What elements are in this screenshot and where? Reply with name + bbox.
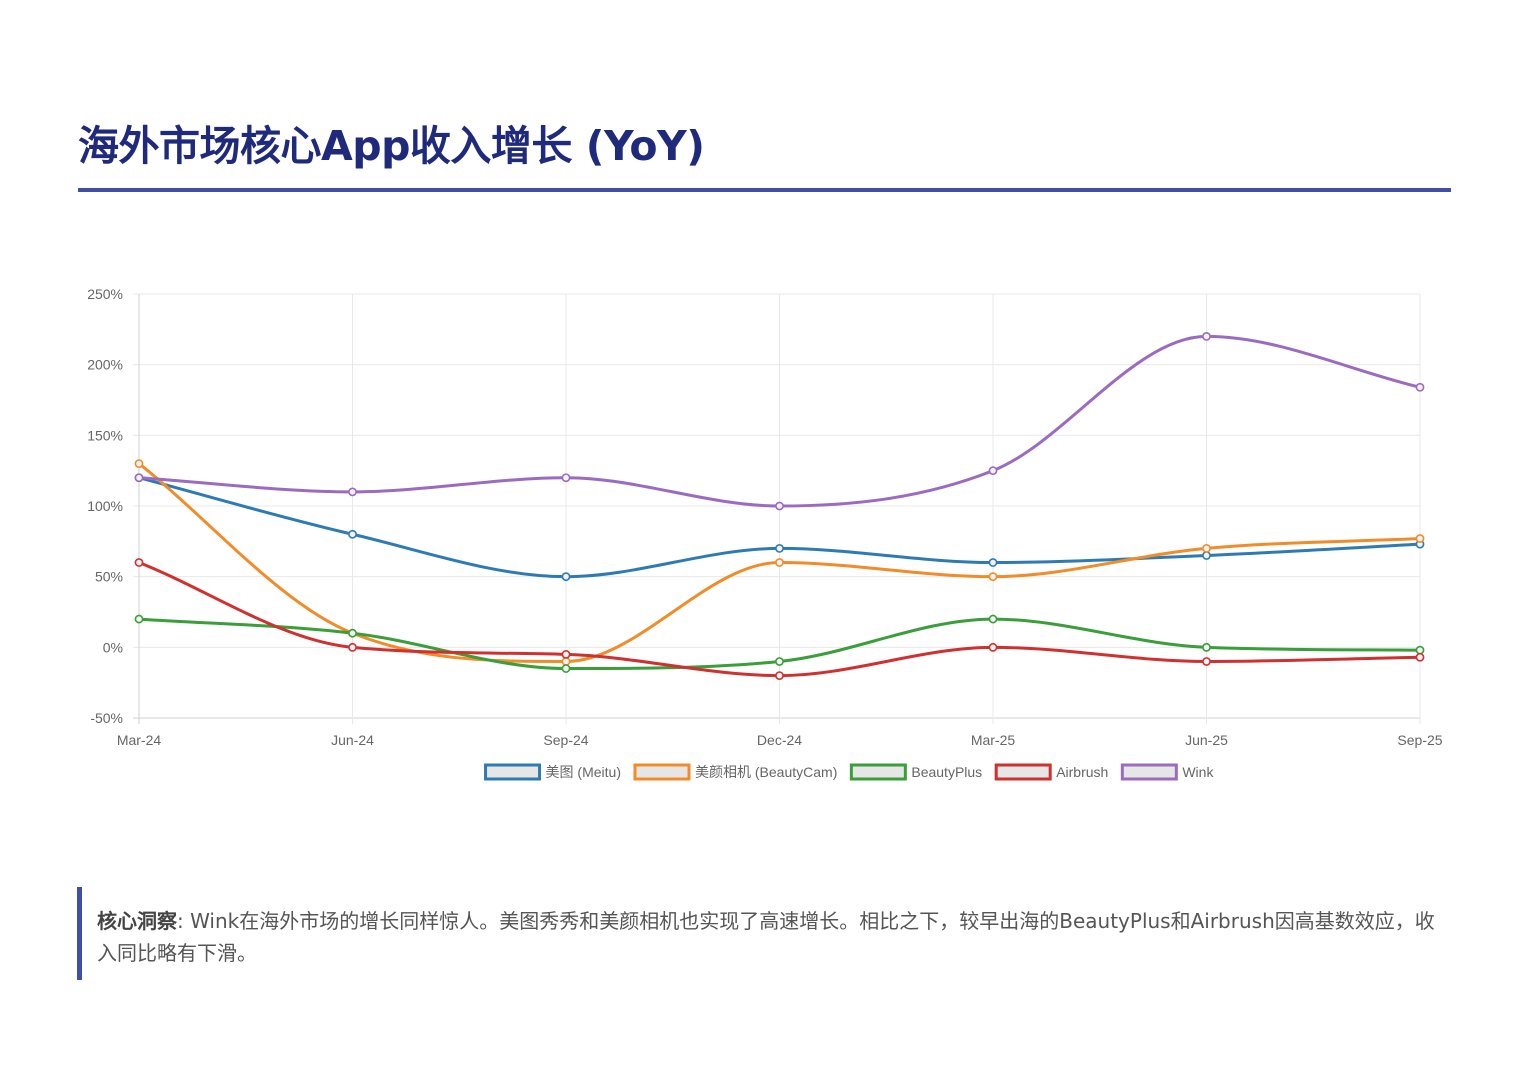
line-chart: 250% 200% 150% 100% 50% 0% -50% Mar-24 Jun-24 Sep… (87, 286, 1443, 781)
data-point (1202, 657, 1211, 666)
series-group (134, 614, 1425, 673)
data-point (988, 572, 998, 582)
y-tick-label: 250% (87, 286, 123, 302)
legend-item: BeautyPlus (849, 763, 982, 781)
series-group (134, 558, 1425, 680)
data-point (775, 501, 784, 511)
y-tick-label: 0% (103, 639, 123, 655)
data-point (1202, 642, 1211, 652)
y-tick-label: 200% (87, 357, 123, 373)
data-point (1202, 551, 1211, 560)
legend-swatch (849, 763, 907, 781)
data-point (561, 657, 571, 666)
legend-item: Wink (1120, 763, 1214, 781)
legend-label: BeautyPlus (911, 764, 982, 780)
insight-label: 核心洞察 (97, 909, 177, 933)
data-point (1415, 534, 1425, 543)
x-tick-label: Dec-24 (757, 732, 802, 748)
x-tick-label: Jun-25 (1185, 732, 1228, 748)
data-point (348, 487, 357, 497)
legend-label: 美颜相机 (BeautyCam) (695, 764, 837, 780)
data-point (348, 642, 357, 652)
data-point (1202, 544, 1211, 553)
y-tick-label: -50% (90, 710, 123, 726)
title-divider (78, 188, 1451, 192)
x-tick-label: Sep-24 (543, 732, 588, 748)
series-group (134, 331, 1425, 511)
data-point (134, 558, 144, 567)
data-point (1202, 331, 1211, 341)
data-point (1415, 382, 1425, 392)
y-tick-label: 150% (87, 427, 123, 443)
x-tick-label: Sep-25 (1397, 732, 1442, 748)
legend-item: 美颜相机 (BeautyCam) (633, 763, 837, 781)
data-point (1415, 645, 1425, 655)
x-tick-label: Jun-24 (331, 732, 374, 748)
legend-swatch (484, 763, 542, 781)
data-point (134, 459, 144, 468)
data-point (775, 558, 784, 567)
data-point (988, 558, 998, 567)
legend-swatch (1120, 763, 1178, 781)
data-point (134, 614, 144, 624)
legend-item: 美图 (Meitu) (484, 763, 621, 781)
legend-label: Wink (1182, 764, 1214, 780)
data-point (134, 473, 144, 483)
data-point (561, 664, 571, 673)
data-point (775, 657, 784, 666)
legend-swatch (633, 763, 691, 781)
data-point (1415, 652, 1425, 662)
data-point (348, 529, 357, 539)
data-point (561, 572, 571, 582)
y-tick-label: 100% (87, 498, 123, 514)
data-point (988, 614, 998, 624)
data-point (561, 650, 571, 659)
x-tick-label: Mar-24 (117, 732, 162, 748)
insight-text: : Wink在海外市场的增长同样惊人。美图秀秀和美颜相机也实现了高速增长。相比之… (97, 909, 1435, 965)
chart-axes: 250% 200% 150% 100% 50% 0% -50% Mar-24 Jun-24 Sep… (87, 286, 1443, 748)
page-title: 海外市场核心App收入增长 (YoY) (78, 122, 705, 170)
chart-series (134, 331, 1425, 680)
insight-box: 核心洞察: Wink在海外市场的增长同样惊人。美图秀秀和美颜相机也实现了高速增长… (77, 887, 1437, 980)
x-tick-label: Mar-25 (971, 732, 1016, 748)
chart-legend: 美图 (Meitu) 美颜相机 (BeautyCam) BeautyPlus Airb… (484, 763, 1214, 781)
data-point (988, 466, 998, 476)
legend-swatch (994, 763, 1052, 781)
y-tick-label: 50% (95, 569, 123, 585)
data-point (775, 671, 784, 680)
data-point (775, 544, 784, 553)
legend-label: Airbrush (1056, 764, 1108, 780)
legend-item: Airbrush (994, 763, 1108, 781)
data-point (988, 642, 998, 652)
legend-label: 美图 (Meitu) (546, 764, 621, 780)
data-point (348, 628, 357, 638)
data-point (561, 473, 571, 483)
